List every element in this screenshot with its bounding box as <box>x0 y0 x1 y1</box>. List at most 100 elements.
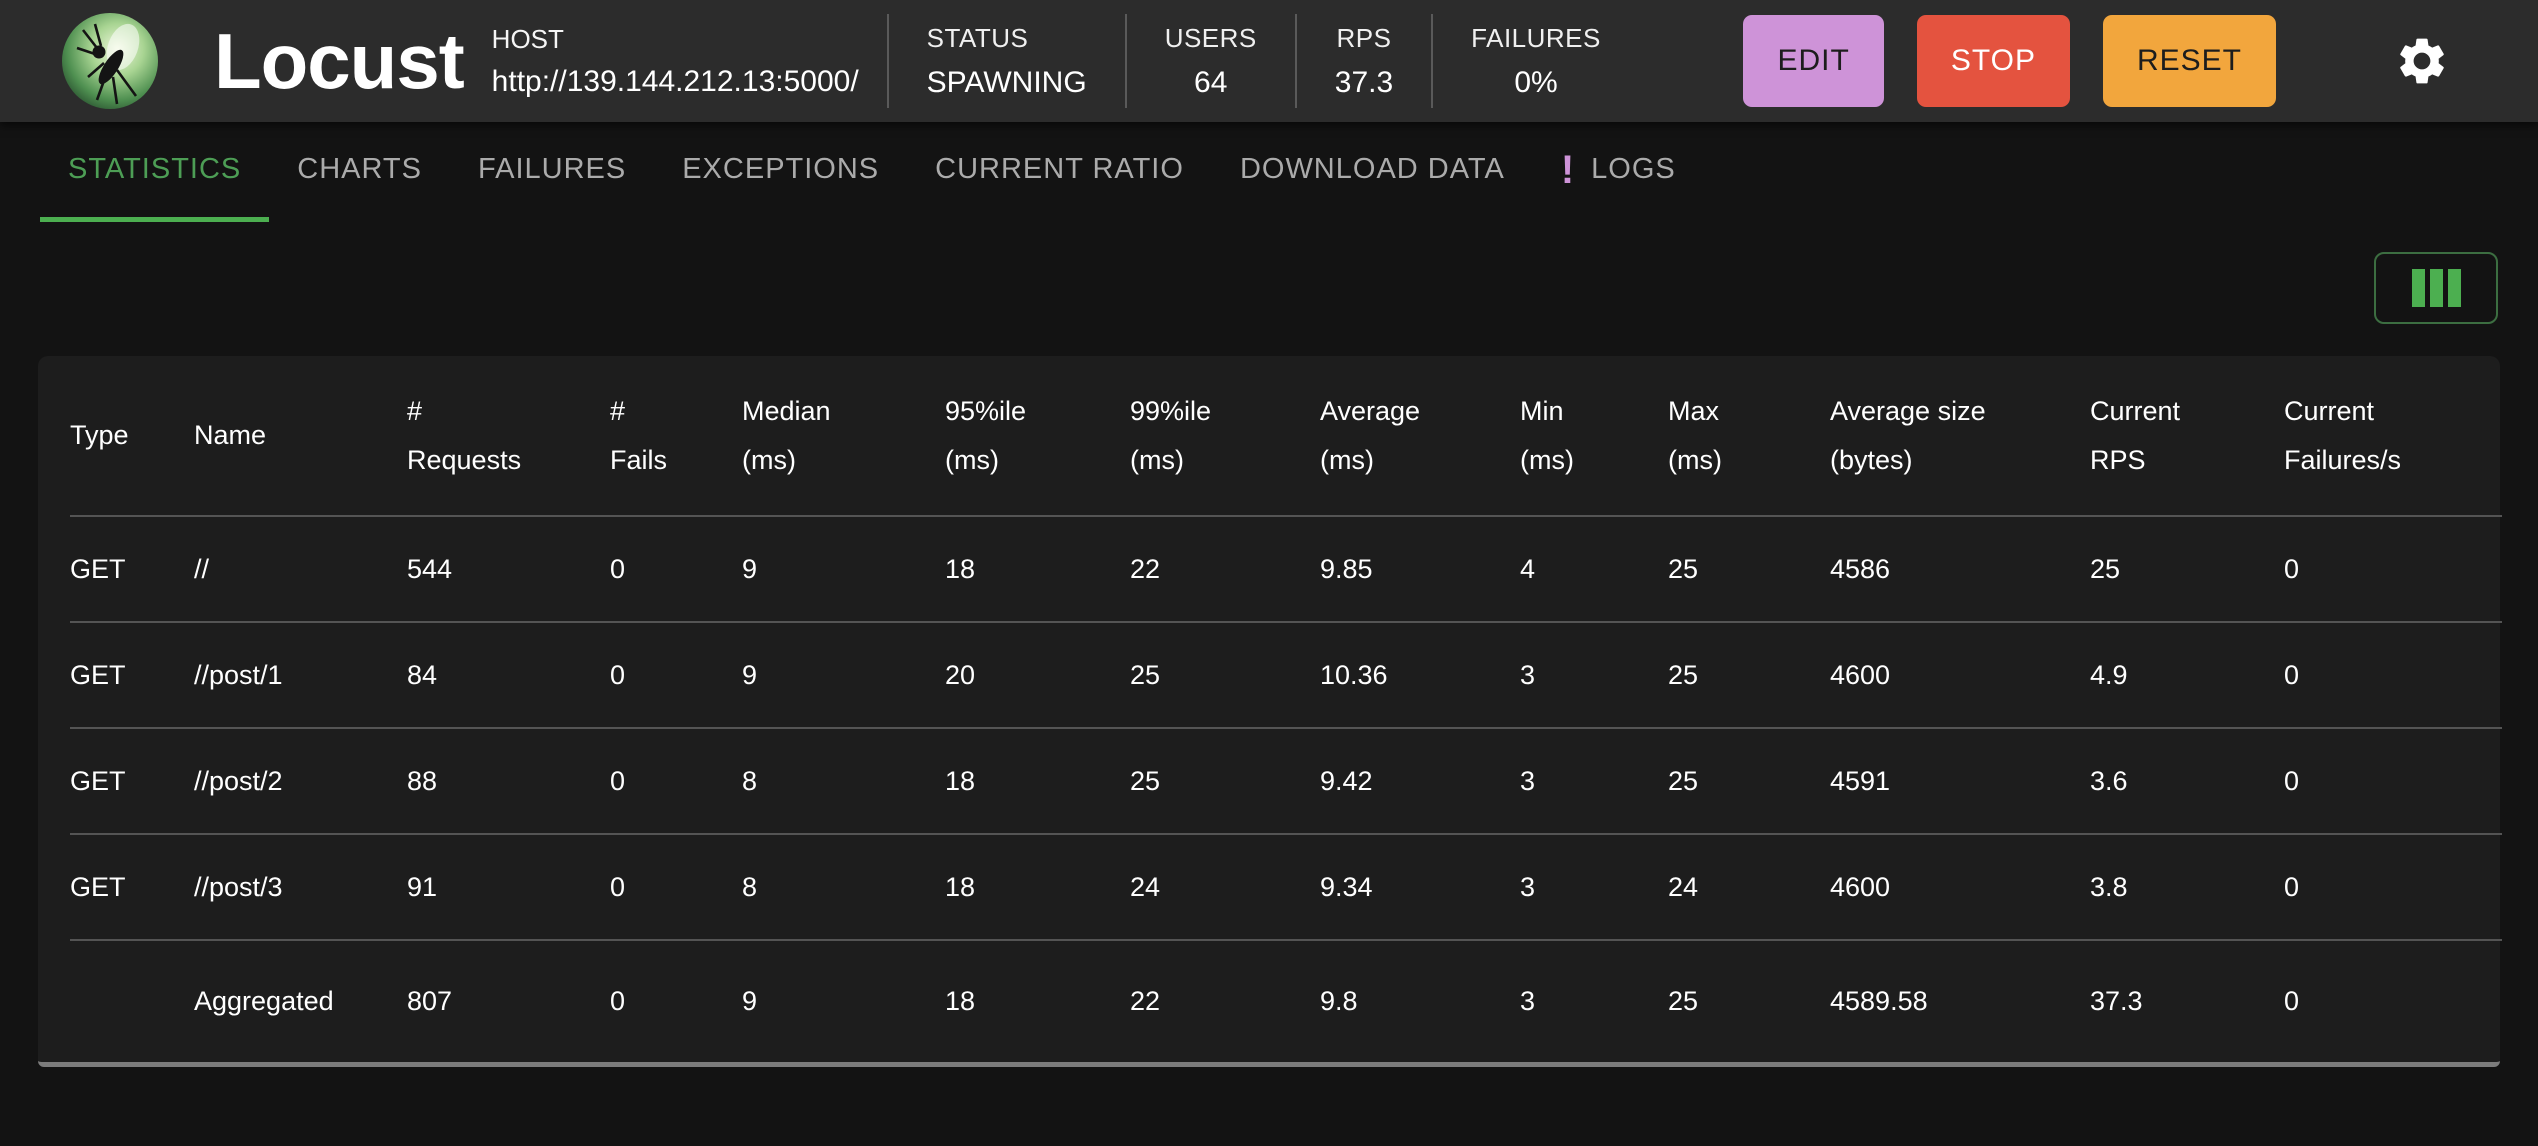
table-cell: 4.9 <box>2090 621 2284 728</box>
table-cell: 0 <box>610 833 742 940</box>
table-cell: 4600 <box>1830 833 2090 940</box>
table-cell: 25 <box>2090 515 2284 622</box>
table-cell <box>70 939 194 1062</box>
column-header-current[interactable]: Current Failures/s <box>2284 395 2402 475</box>
table-cell: 3.6 <box>2090 727 2284 834</box>
column-header-average[interactable]: Average (ms) <box>1320 395 1421 475</box>
column-header-current[interactable]: Current RPS <box>2090 395 2181 475</box>
statistics-table: Type Name # Requests # Fails Median (ms) 95%i… <box>70 356 2502 1062</box>
table-cell: 10.36 <box>1320 621 1520 728</box>
table-cell: 24 <box>1130 833 1320 940</box>
tab-bar: STATISTICS CHARTS FAILURES EXCEPTIONS CURREN… <box>0 122 2538 222</box>
column-header-[interactable]: # Requests <box>407 395 522 475</box>
table-cell: //post/3 <box>194 833 407 940</box>
table-row-aggregated: Aggregated 807 0 9 18 22 9.8 3 25 4589.58 37.3 0 <box>70 939 2502 1062</box>
column-header-median[interactable]: Median (ms) <box>742 395 831 475</box>
stat-label: RPS <box>1336 22 1392 53</box>
table-cell: 3 <box>1520 727 1668 834</box>
stat-value: 64 <box>1194 65 1228 99</box>
tab-download-data[interactable]: DOWNLOAD DATA <box>1212 122 1533 222</box>
columns-icon <box>2411 269 2461 307</box>
table-cell: //post/1 <box>194 621 407 728</box>
table-cell: 0 <box>2284 621 2502 728</box>
tab-current-ratio[interactable]: CURRENT RATIO <box>907 122 1212 222</box>
table-cell: 0 <box>2284 727 2502 834</box>
tab-charts[interactable]: CHARTS <box>269 122 450 222</box>
table-cell: 9.8 <box>1320 939 1520 1062</box>
table-cell: //post/2 <box>194 727 407 834</box>
column-header-[interactable]: # Fails <box>610 395 668 475</box>
table-cell: 20 <box>945 621 1130 728</box>
host-url: http://139.144.212.13:5000/ <box>491 64 859 98</box>
header-divider <box>1124 14 1127 108</box>
table-cell: 25 <box>1668 939 1830 1062</box>
table-cell: 25 <box>1668 515 1830 622</box>
column-header-name[interactable]: Name <box>194 420 267 451</box>
table-cell: 25 <box>1668 727 1830 834</box>
stat-users: USERS 64 <box>1127 23 1295 100</box>
table-cell: 9 <box>742 939 945 1062</box>
tab-failures[interactable]: FAILURES <box>450 122 654 222</box>
column-selector-button[interactable] <box>2374 252 2498 324</box>
stat-label: STATUS <box>926 22 1029 53</box>
column-header-95-ile[interactable]: 95%ile (ms) <box>945 395 1027 475</box>
table-cell: 3 <box>1520 939 1668 1062</box>
host-label: HOST <box>491 23 564 54</box>
table-header-row: Type Name # Requests # Fails Median (ms) 95%i… <box>70 356 2502 516</box>
column-header-99-ile[interactable]: 99%ile (ms) <box>1130 395 1212 475</box>
settings-gear-icon[interactable] <box>2394 33 2450 89</box>
tab-label: CHARTS <box>297 153 422 185</box>
tab-statistics[interactable]: STATISTICS <box>40 122 270 222</box>
column-header-max[interactable]: Max (ms) <box>1668 395 1722 475</box>
column-header-average-size[interactable]: Average size (bytes) <box>1830 395 1986 475</box>
stat-status: STATUS SPAWNING <box>889 23 1125 100</box>
edit-button[interactable]: EDIT <box>1743 15 1884 107</box>
table-cell: 9.42 <box>1320 727 1520 834</box>
stat-rps: RPS 37.3 <box>1297 23 1431 100</box>
header-divider <box>1431 14 1434 108</box>
table-cell: GET <box>70 621 194 728</box>
header-divider <box>886 14 889 108</box>
tab-label: FAILURES <box>478 153 627 185</box>
table-cell: 3 <box>1520 621 1668 728</box>
tab-label: STATISTICS <box>68 153 242 185</box>
table-cell: 8 <box>742 833 945 940</box>
table-cell: 24 <box>1668 833 1830 940</box>
table-cell: 0 <box>2284 515 2502 622</box>
table-cell: 3 <box>1520 833 1668 940</box>
tab-logs[interactable]: ! LOGS <box>1533 122 1704 222</box>
app-title: Locust <box>214 17 465 105</box>
table-cell: 18 <box>945 727 1130 834</box>
stop-button[interactable]: STOP <box>1916 15 2070 107</box>
table-row: GET//post/1 84 0 9 20 25 10.36 3 25 4600 4.9 0 <box>70 621 2502 728</box>
table-cell: GET <box>70 833 194 940</box>
table-cell: 22 <box>1130 939 1320 1062</box>
stat-label: FAILURES <box>1471 22 1601 53</box>
table-cell: 0 <box>610 939 742 1062</box>
reset-button[interactable]: RESET <box>2102 15 2276 107</box>
table-cell: 9.34 <box>1320 833 1520 940</box>
tab-label: CURRENT RATIO <box>935 153 1184 185</box>
table-cell: 0 <box>610 515 742 622</box>
table-cell: 3.8 <box>2090 833 2284 940</box>
table-cell: 25 <box>1668 621 1830 728</box>
table-cell: 84 <box>407 621 610 728</box>
table-cell: 4 <box>1520 515 1668 622</box>
table-cell: 91 <box>407 833 610 940</box>
header-divider <box>1294 14 1297 108</box>
table-cell: 4589.58 <box>1830 939 2090 1062</box>
stat-value: 37.3 <box>1334 65 1394 99</box>
table-cell: 18 <box>945 515 1130 622</box>
table-cell: 4586 <box>1830 515 2090 622</box>
tab-label: EXCEPTIONS <box>682 153 880 185</box>
table-toolbar <box>0 222 2538 356</box>
stat-value: SPAWNING <box>926 65 1087 99</box>
column-header-type[interactable]: Type <box>70 420 129 451</box>
table-cell: 0 <box>2284 939 2502 1062</box>
exclamation-icon: ! <box>1560 147 1576 192</box>
stat-value: 0% <box>1514 65 1558 99</box>
table-cell: 4600 <box>1830 621 2090 728</box>
column-header-min[interactable]: Min (ms) <box>1520 395 1574 475</box>
table-cell: 544 <box>407 515 610 622</box>
tab-exceptions[interactable]: EXCEPTIONS <box>654 122 907 222</box>
